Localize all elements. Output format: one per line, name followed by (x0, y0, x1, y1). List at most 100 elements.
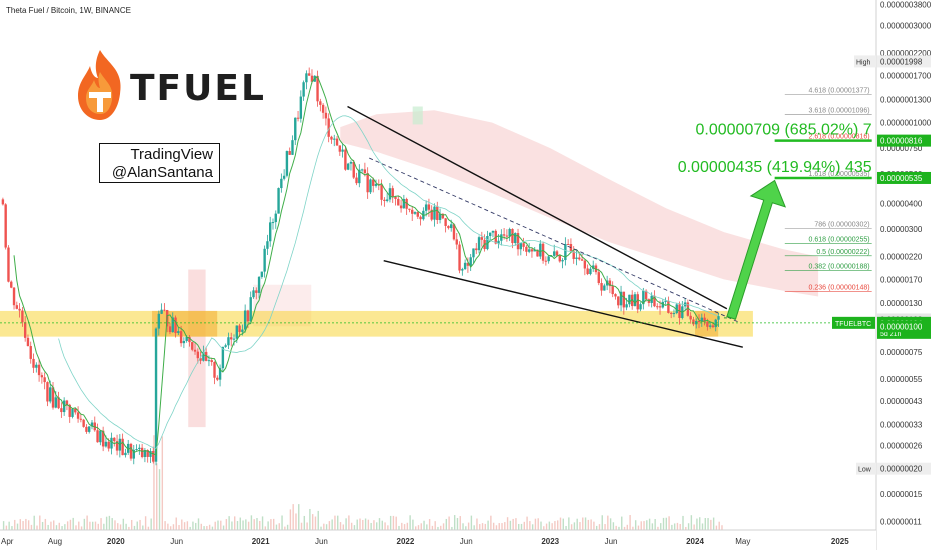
volume-bar (139, 519, 141, 530)
candle-body (49, 387, 52, 402)
volume-bar (403, 524, 406, 530)
price-axis: 0.00000038000.00000030000.00000022000.00… (832, 0, 932, 550)
volume-bar (687, 523, 690, 530)
volume-bar (186, 521, 189, 530)
volume-bar (601, 515, 603, 530)
credit-line-2: @AlanSantana (111, 164, 213, 181)
volume-bar (376, 522, 378, 530)
volume-bar (14, 519, 16, 530)
candle-body (711, 325, 715, 328)
price-tick-label: 0.00000170 (880, 275, 923, 284)
candle-body (204, 351, 208, 361)
candles (1, 67, 720, 466)
price-tick-label: 0.0000003800 (880, 1, 932, 10)
volume-bar (648, 518, 651, 530)
candle-body (449, 224, 453, 229)
cloud-green (412, 106, 423, 125)
candle-body (218, 368, 222, 380)
volume-bar (548, 521, 551, 530)
candle-body (639, 304, 642, 310)
volume-bar (342, 524, 345, 530)
candle-body (424, 204, 428, 211)
volume-bar (189, 526, 191, 530)
volume-bar (55, 525, 58, 530)
candle-body (249, 297, 252, 322)
volume-bar (612, 522, 615, 530)
volume-bar (384, 522, 386, 530)
candle-body (319, 101, 322, 105)
candle-body (689, 315, 692, 320)
candle-body (625, 304, 628, 308)
volume-bar (423, 520, 425, 530)
volume-bar (498, 523, 500, 530)
candle-body (238, 325, 241, 332)
candle-body (394, 196, 397, 199)
candle-body (32, 358, 35, 368)
volume-bar (481, 523, 484, 530)
candle-body (149, 450, 152, 457)
candle-body (669, 312, 673, 314)
candle-body (411, 209, 414, 214)
candle-body (536, 249, 539, 257)
volume-bar (225, 519, 228, 530)
volume-bar (36, 525, 38, 530)
volume-bar (526, 516, 528, 530)
volume-bar (440, 525, 442, 530)
volume-bar (30, 524, 33, 530)
candle-body (40, 375, 44, 378)
volume-bar (317, 510, 319, 530)
candle-body (54, 397, 58, 408)
candle-body (413, 212, 417, 214)
candle-body (436, 206, 439, 220)
volume-bar (208, 524, 211, 530)
volume-bar (142, 525, 144, 530)
candle-body (633, 294, 637, 307)
volume-bar (75, 525, 77, 530)
symbol-tag: TFUELBTC (835, 321, 871, 328)
volume-bar (206, 526, 208, 530)
candle-body (140, 447, 144, 458)
volume-bar (699, 517, 701, 530)
volume-bar (607, 515, 609, 530)
volume-bar (311, 514, 314, 530)
volume-bar (660, 523, 662, 530)
candle-body (171, 317, 174, 333)
candle-body (113, 437, 116, 442)
volume-bar (197, 518, 200, 530)
candle-body (177, 331, 180, 334)
volume-bar (512, 518, 514, 530)
candle-body (46, 382, 49, 402)
volume-bar (412, 519, 414, 530)
volume-bar (495, 525, 498, 530)
fib-label: 786 (0.00000302) (814, 222, 869, 229)
volume-bar (406, 522, 409, 530)
volume-bar (479, 524, 481, 530)
price-tick-label: 0.00000011 (880, 518, 922, 527)
volume-bar (415, 526, 417, 530)
candle-body (57, 397, 60, 409)
candle-body (399, 205, 403, 209)
candle-body (475, 248, 478, 251)
candle-body (564, 243, 567, 261)
candle-body (277, 188, 280, 214)
volume-bar (367, 519, 370, 530)
volume-bar (448, 516, 450, 530)
candle-body (572, 251, 575, 259)
price-badge-bg (877, 171, 931, 184)
candle-body (555, 251, 559, 256)
candle-body (207, 360, 211, 362)
volume-bar (504, 522, 506, 530)
candle-body (500, 234, 503, 241)
candle-body (419, 216, 422, 220)
time-tick-label: 2020 (107, 537, 125, 546)
candle-body (580, 259, 584, 261)
candle-body (697, 320, 701, 322)
volume-bar (554, 521, 556, 530)
candle-body (714, 319, 717, 328)
symbol-tag-bg (832, 316, 875, 329)
fib-label: 4.618 (0.00001377) (809, 87, 870, 94)
volume-bar (325, 524, 328, 530)
flame-icon (78, 50, 121, 120)
